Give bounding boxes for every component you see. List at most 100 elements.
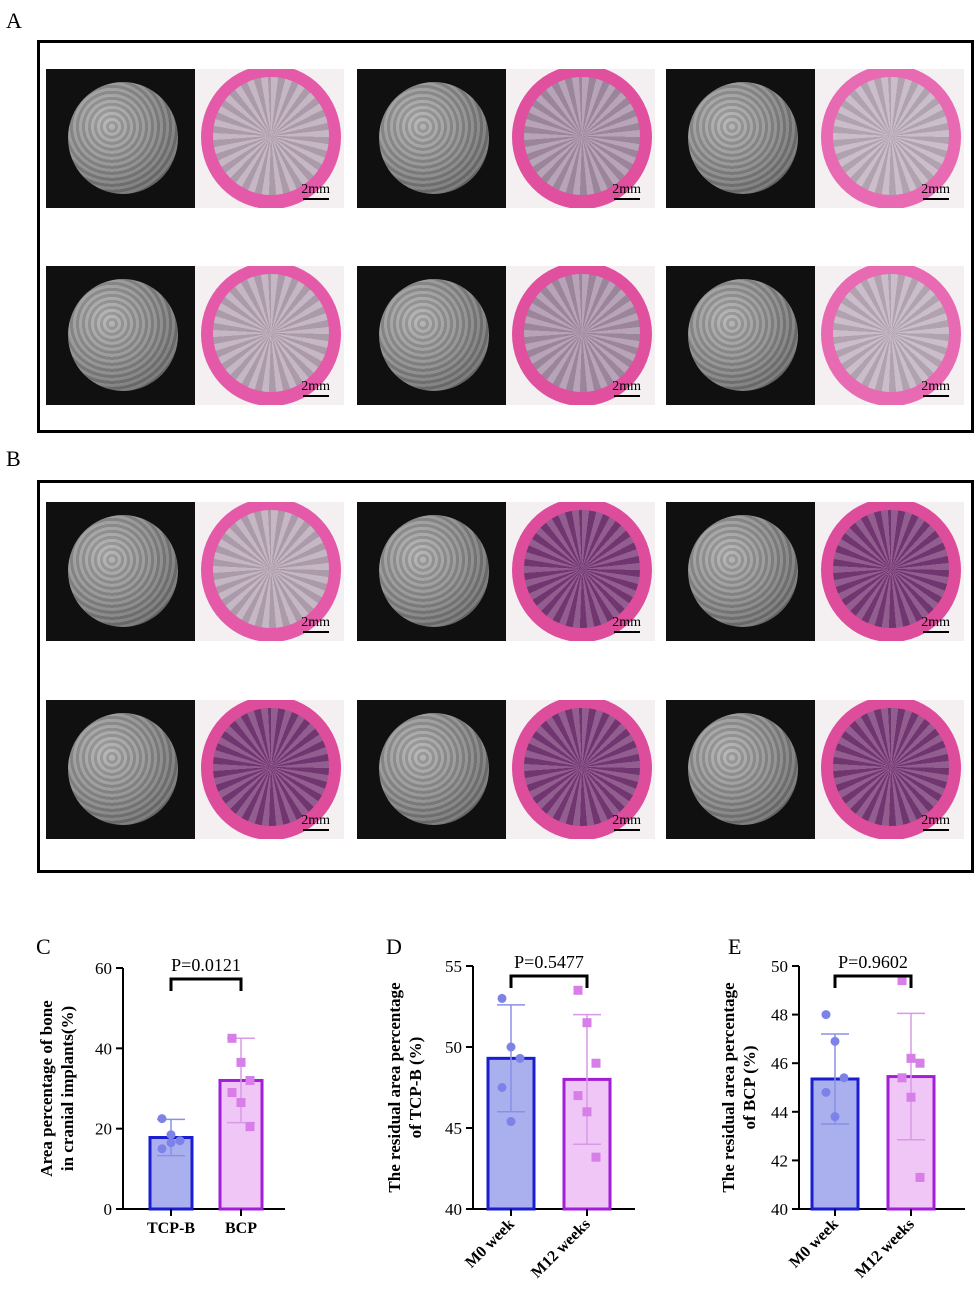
- data-point: [515, 1053, 525, 1063]
- panel-label-c: C: [36, 934, 51, 959]
- implant-core: [213, 77, 329, 195]
- implant-disc: [379, 515, 489, 627]
- y-tick-label: 42: [771, 1151, 788, 1170]
- data-point: [582, 1018, 592, 1028]
- implant-core: [833, 510, 949, 628]
- significance-bracket: [833, 974, 913, 988]
- histology-image: 2mm: [506, 266, 655, 405]
- data-point: [236, 1098, 246, 1108]
- x-tick-label: M0 week: [462, 1216, 518, 1272]
- histology-image: 2mm: [815, 700, 964, 839]
- implant-disc: [68, 713, 178, 825]
- implant-core: [213, 510, 329, 628]
- ct-image: [46, 69, 195, 208]
- scale-label: 2mm: [301, 615, 330, 630]
- scale-label: 2mm: [301, 182, 330, 197]
- y-axis-label: The residual area percentage: [720, 982, 738, 1193]
- y-axis-label: The residual area percentage: [385, 982, 404, 1193]
- data-point: [591, 1058, 601, 1068]
- y-tick-label: 50: [445, 1038, 462, 1057]
- implant-core: [213, 274, 329, 392]
- data-point: [915, 1172, 925, 1182]
- data-point: [157, 1144, 167, 1154]
- scale-line: [613, 198, 640, 200]
- histology-image: 2mm: [195, 266, 344, 405]
- data-point: [236, 1057, 246, 1067]
- scale-line: [302, 631, 329, 633]
- scale-bar: 2mm: [301, 379, 330, 397]
- implant-disc: [379, 82, 489, 194]
- histology-image: 2mm: [815, 69, 964, 208]
- data-point: [582, 1107, 592, 1117]
- chart-e: 40 42 44 46 48 50 The residual area percentage…: [720, 955, 965, 1282]
- scale-bar: 2mm: [921, 379, 950, 397]
- scale-line: [922, 631, 949, 633]
- y-tick-label: 44: [771, 1103, 789, 1122]
- panel-label-d: D: [386, 934, 402, 959]
- scale-line: [302, 829, 329, 831]
- data-point: [839, 1073, 849, 1083]
- significance-bracket: [509, 974, 589, 988]
- data-point: [830, 1036, 840, 1046]
- scale-bar: 2mm: [612, 379, 641, 397]
- y-tick-label: 40: [95, 1039, 112, 1058]
- y-tick-label: 40: [771, 1200, 788, 1219]
- scale-bar: 2mm: [612, 813, 641, 831]
- data-point: [591, 1152, 601, 1162]
- implant-core: [524, 77, 640, 195]
- y-tick-label: 50: [771, 957, 788, 976]
- scale-bar: 2mm: [921, 615, 950, 633]
- data-point: [906, 1092, 916, 1102]
- histology-image: 2mm: [195, 502, 344, 641]
- data-point: [166, 1130, 176, 1140]
- x-tick-label: TCP-B: [147, 1220, 195, 1237]
- x-tick-label: BCP: [225, 1220, 257, 1237]
- histology-image: 2mm: [506, 700, 655, 839]
- scale-bar: 2mm: [301, 182, 330, 200]
- y-axis-label: in cranial implants(%): [58, 1006, 77, 1171]
- ct-image: [46, 266, 195, 405]
- data-point: [506, 1117, 516, 1127]
- data-point: [227, 1088, 237, 1098]
- chart-d: 40 45 50 55 The residual area percentage of T…: [385, 955, 635, 1282]
- implant-disc: [379, 713, 489, 825]
- y-axis-label: Area percentage of bone: [37, 1000, 56, 1177]
- scale-label: 2mm: [921, 813, 950, 828]
- histology-image: 2mm: [815, 266, 964, 405]
- p-value-label: P=0.9602: [838, 955, 908, 972]
- data-point: [497, 1083, 507, 1092]
- scale-label: 2mm: [921, 379, 950, 394]
- y-tick-label: 40: [445, 1200, 462, 1219]
- data-point: [573, 1091, 583, 1101]
- ct-image: [357, 700, 506, 839]
- y-tick-label: 20: [95, 1120, 112, 1139]
- data-point: [157, 1114, 167, 1124]
- scale-label: 2mm: [612, 813, 641, 828]
- scale-bar: 2mm: [921, 182, 950, 200]
- scale-label: 2mm: [301, 379, 330, 394]
- data-point: [915, 1058, 925, 1068]
- histology-image: 2mm: [506, 69, 655, 208]
- scale-line: [302, 198, 329, 200]
- data-point: [821, 1010, 831, 1020]
- data-point: [227, 1033, 237, 1043]
- y-tick-label: 46: [771, 1054, 788, 1073]
- ct-image: [357, 502, 506, 641]
- implant-disc: [68, 82, 178, 194]
- scale-line: [922, 395, 949, 397]
- scale-label: 2mm: [612, 379, 641, 394]
- scale-bar: 2mm: [612, 615, 641, 633]
- ct-image: [666, 266, 815, 405]
- implant-core: [833, 274, 949, 392]
- data-point: [906, 1053, 916, 1063]
- scale-bar: 2mm: [301, 615, 330, 633]
- implant-disc: [688, 279, 798, 391]
- y-axis-label: of BCP (%): [740, 1045, 759, 1129]
- implant-disc: [688, 713, 798, 825]
- ct-image: [357, 69, 506, 208]
- scale-label: 2mm: [301, 813, 330, 828]
- scale-label: 2mm: [612, 615, 641, 630]
- data-point: [821, 1087, 831, 1097]
- chart-c: 0 20 40 60 Area percentage of bone in cranial…: [37, 955, 285, 1237]
- ct-image: [46, 700, 195, 839]
